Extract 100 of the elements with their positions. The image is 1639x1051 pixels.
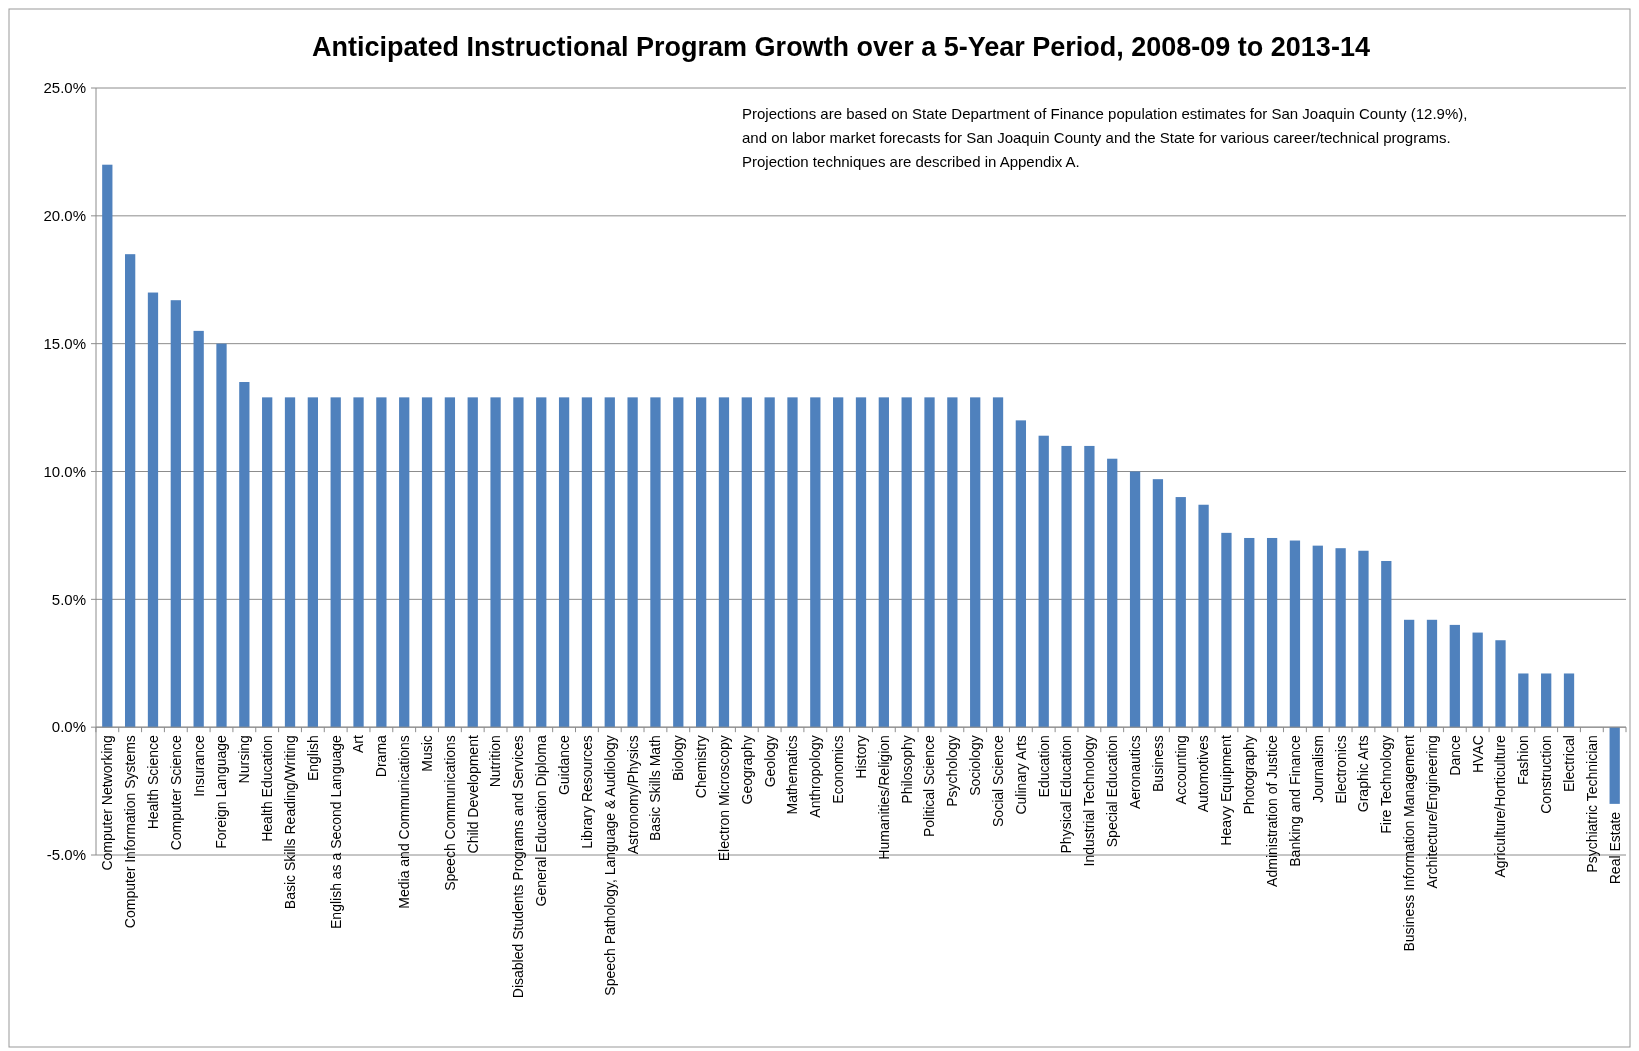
x-tick-label: Art xyxy=(350,735,367,754)
x-tick-label: Construction xyxy=(1538,735,1555,814)
bar xyxy=(1563,673,1575,728)
x-tick-label: Agriculture/Horticulture xyxy=(1492,734,1509,878)
bar xyxy=(536,397,547,728)
bar xyxy=(170,300,181,728)
x-tick-label: Physical Education xyxy=(1058,735,1075,854)
bar xyxy=(695,397,707,728)
bar xyxy=(1244,537,1255,728)
x-tick-label: Electron Microscopy xyxy=(715,735,732,862)
bar xyxy=(353,397,364,728)
bar xyxy=(833,397,844,728)
bar xyxy=(1541,673,1552,728)
x-tick-label: Fashion xyxy=(1515,735,1532,785)
x-tick-label: Media and Communications xyxy=(396,735,413,909)
x-tick-label: Astronomy/Physics xyxy=(624,735,641,855)
x-tick-label: Aeronautics xyxy=(1126,735,1143,810)
x-tick-label: Journalism xyxy=(1309,735,1326,803)
bar xyxy=(627,397,638,728)
x-tick-label: Basic Skills Reading/Writing xyxy=(281,735,298,910)
x-tick-label: Graphic Arts xyxy=(1355,735,1372,813)
x-tick-label: Chemistry xyxy=(693,735,710,799)
x-tick-label: Basic Skills Math xyxy=(647,735,664,841)
x-tick-label: Library Resources xyxy=(578,735,595,849)
x-tick-label: Nursing xyxy=(236,735,253,784)
x-tick-label: Photography xyxy=(1241,735,1258,815)
x-tick-label: Computer Science xyxy=(167,734,184,851)
x-tick-label: Insurance xyxy=(190,734,207,797)
x-tick-label: Computer Networking xyxy=(99,735,116,871)
y-tick-label: -5.0% xyxy=(46,846,86,864)
x-tick-label: Electronics xyxy=(1332,735,1349,804)
x-tick-label: Accounting xyxy=(1172,735,1189,805)
x-tick-label: Humanities/Religion xyxy=(875,735,892,860)
bar xyxy=(947,397,958,728)
x-tick-label: HVAC xyxy=(1469,735,1486,774)
x-tick-label: Speech Communications xyxy=(441,735,458,891)
x-tick-label: Disabled Students Programs and Services xyxy=(510,735,527,999)
bar xyxy=(1449,624,1460,728)
x-tick-label: Psychiatric Technician xyxy=(1583,735,1600,873)
x-tick-label: Mathematics xyxy=(784,735,801,815)
x-tick-label: Automotives xyxy=(1195,735,1212,813)
bar xyxy=(376,397,387,728)
x-tick-label: Computer Information Systems xyxy=(122,735,139,929)
x-tick-label: English xyxy=(304,735,321,782)
x-tick-label: Speech Pathology, Language & Audiology xyxy=(601,735,618,996)
x-tick-label: Political Science xyxy=(921,734,938,838)
x-tick-label: Biology xyxy=(670,735,687,782)
x-tick-label: Administration of Justice xyxy=(1264,734,1281,887)
x-tick-label: Health Education xyxy=(259,735,276,842)
bar xyxy=(1289,540,1301,728)
x-tick-label: Drama xyxy=(373,734,390,778)
y-tick-label: 15.0% xyxy=(43,334,86,352)
x-tick-label: Industrial Technology xyxy=(1081,735,1098,867)
bar xyxy=(1335,548,1346,728)
bar xyxy=(1312,545,1323,728)
bar xyxy=(284,397,296,728)
bar xyxy=(650,397,661,728)
bar xyxy=(147,292,159,728)
bar xyxy=(1221,532,1232,728)
y-tick-label: 25.0% xyxy=(43,79,86,97)
x-tick-label: Dance xyxy=(1446,734,1463,776)
x-tick-label: Geography xyxy=(738,735,755,805)
x-tick-label: Real Estate xyxy=(1606,811,1623,885)
x-tick-label: Psychology xyxy=(944,735,961,807)
x-tick-label: Guidance xyxy=(555,734,572,796)
x-tick-label: Sociology xyxy=(967,735,984,796)
bar xyxy=(239,382,250,728)
y-tick-label: 10.0% xyxy=(43,462,86,480)
x-tick-label: History xyxy=(852,735,869,779)
bar xyxy=(1129,471,1141,728)
bar xyxy=(1609,727,1620,804)
x-tick-label: Anthropology xyxy=(807,735,824,818)
x-tick-label: Child Development xyxy=(464,735,481,854)
bar xyxy=(1472,632,1483,728)
bar xyxy=(513,397,524,728)
bar xyxy=(262,397,273,728)
bar xyxy=(673,397,684,728)
bar xyxy=(421,397,433,728)
bar xyxy=(1175,497,1186,728)
x-tick-label: Health Science xyxy=(144,734,161,830)
x-tick-label: Foreign Language xyxy=(213,734,230,849)
y-tick-label: 0.0% xyxy=(51,718,86,736)
x-tick-label: Banking and Finance xyxy=(1286,734,1303,867)
bar xyxy=(970,397,981,728)
bar xyxy=(1198,504,1209,728)
x-tick-label: Special Education xyxy=(1104,735,1121,848)
bar xyxy=(307,397,318,728)
annotation: Projections are based on State Department of Finance population estimates for San Joaquin County (12.9%), xyxy=(742,105,1468,122)
bar xyxy=(878,397,889,728)
annotation: Projection techniques are described in Appendix A. xyxy=(742,153,1080,170)
bar xyxy=(444,397,456,728)
x-tick-label: Electrical xyxy=(1560,735,1577,792)
x-tick-label: Music xyxy=(418,735,435,772)
bar xyxy=(1426,619,1438,728)
x-tick-label: Business Information Management xyxy=(1401,735,1418,952)
x-tick-label: Geology xyxy=(761,735,778,788)
bar xyxy=(1518,673,1529,728)
x-tick-label: General Education Diploma xyxy=(533,734,550,907)
x-tick-label: English as a Second Language xyxy=(327,734,344,929)
bar xyxy=(216,343,227,728)
